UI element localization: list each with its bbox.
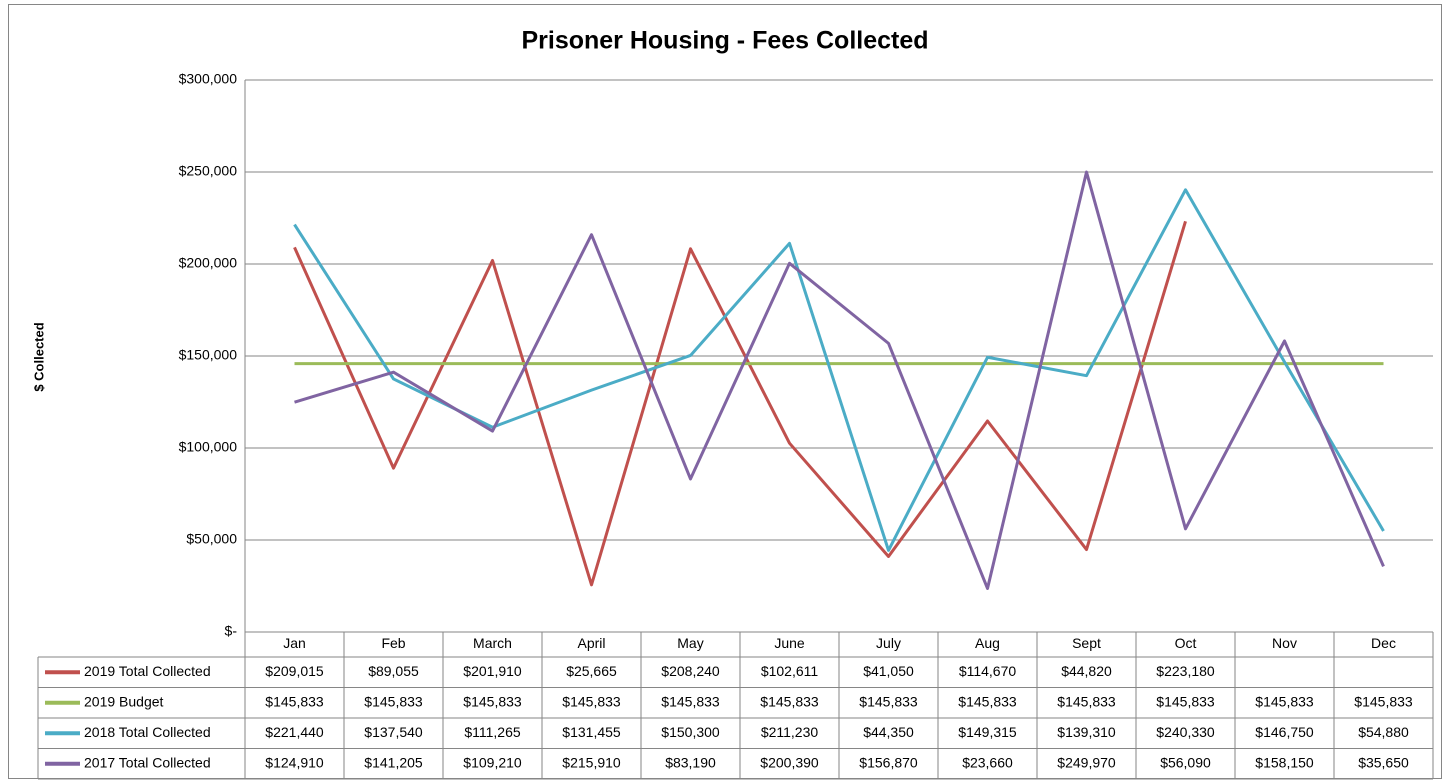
- table-cell: $124,910: [265, 754, 324, 770]
- x-tick-label: Sept: [1072, 635, 1101, 651]
- y-tick-label: $300,000: [179, 71, 238, 87]
- table-cell: $145,833: [958, 693, 1017, 709]
- table-cell: $44,350: [863, 724, 914, 740]
- table-cell: $240,330: [1156, 724, 1215, 740]
- table-cell: $145,833: [364, 693, 423, 709]
- table-cell: $83,190: [665, 754, 716, 770]
- table-cell: $200,390: [760, 754, 819, 770]
- table-cell: $56,090: [1160, 754, 1211, 770]
- x-tick-label: Nov: [1272, 635, 1297, 651]
- table-cell: $145,833: [661, 693, 720, 709]
- table-cell: $249,970: [1057, 754, 1116, 770]
- chart-title: Prisoner Housing - Fees Collected: [521, 27, 928, 55]
- table-cell: $150,300: [661, 724, 720, 740]
- legend-label: 2017 Total Collected: [84, 754, 211, 770]
- y-tick-label: $100,000: [179, 439, 238, 455]
- series-line: [293, 188, 1385, 552]
- chart-border: [8, 4, 1442, 779]
- table-cell: $109,210: [463, 754, 522, 770]
- y-tick-label: $200,000: [179, 255, 238, 271]
- table-cell: $145,833: [859, 693, 918, 709]
- table-cell: $156,870: [859, 754, 918, 770]
- x-tick-label: July: [876, 635, 901, 651]
- table-cell: $215,910: [562, 754, 621, 770]
- x-tick-label: Oct: [1175, 635, 1197, 651]
- x-tick-label: Jan: [283, 635, 306, 651]
- table-cell: $111,265: [464, 724, 521, 740]
- x-tick-label: Feb: [381, 635, 405, 651]
- table-cell: $209,015: [265, 663, 324, 679]
- table-cell: $141,205: [364, 754, 423, 770]
- x-tick-label: April: [577, 635, 605, 651]
- legend-label: 2019 Budget: [84, 693, 164, 709]
- table-cell: $223,180: [1156, 663, 1215, 679]
- table-cell: $221,440: [265, 724, 324, 740]
- table-cell: $89,055: [368, 663, 419, 679]
- table-cell: $35,650: [1358, 754, 1409, 770]
- series-line: [294, 170, 1385, 590]
- y-tick-label: $250,000: [179, 163, 238, 179]
- x-tick-label: March: [473, 635, 512, 651]
- table-cell: $23,660: [962, 754, 1013, 770]
- table-cell: $145,833: [1057, 693, 1116, 709]
- table-cell: $149,315: [958, 724, 1017, 740]
- x-tick-label: Aug: [975, 635, 1000, 651]
- table-cell: $145,833: [1354, 693, 1413, 709]
- table-cell: $137,540: [364, 724, 423, 740]
- table-cell: $139,310: [1057, 724, 1116, 740]
- y-tick-label: $50,000: [186, 531, 237, 547]
- table-cell: $145,833: [265, 693, 324, 709]
- y-axis-label: $ Collected: [31, 322, 46, 391]
- y-tick-label: $150,000: [179, 347, 238, 363]
- legend-label: 2018 Total Collected: [84, 724, 211, 740]
- table-cell: $145,833: [463, 693, 522, 709]
- table-cell: $201,910: [463, 663, 522, 679]
- x-tick-label: May: [677, 635, 703, 651]
- y-tick-label: $-: [225, 623, 238, 639]
- table-cell: $208,240: [661, 663, 720, 679]
- x-tick-label: June: [774, 635, 805, 651]
- table-cell: $44,820: [1061, 663, 1112, 679]
- x-tick-label: Dec: [1371, 635, 1396, 651]
- table-cell: $145,833: [760, 693, 819, 709]
- table-cell: $158,150: [1255, 754, 1314, 770]
- table-cell: $102,611: [761, 663, 819, 679]
- table-cell: $41,050: [863, 663, 914, 679]
- table-cell: $146,750: [1255, 724, 1314, 740]
- table-cell: $145,833: [562, 693, 621, 709]
- table-cell: $211,230: [761, 724, 819, 740]
- table-cell: $25,665: [566, 663, 617, 679]
- table-cell: $131,455: [562, 724, 621, 740]
- table-cell: $54,880: [1358, 724, 1409, 740]
- legend-label: 2019 Total Collected: [84, 663, 211, 679]
- table-cell: $114,670: [959, 663, 1017, 679]
- table-cell: $145,833: [1156, 693, 1215, 709]
- table-cell: $145,833: [1255, 693, 1314, 709]
